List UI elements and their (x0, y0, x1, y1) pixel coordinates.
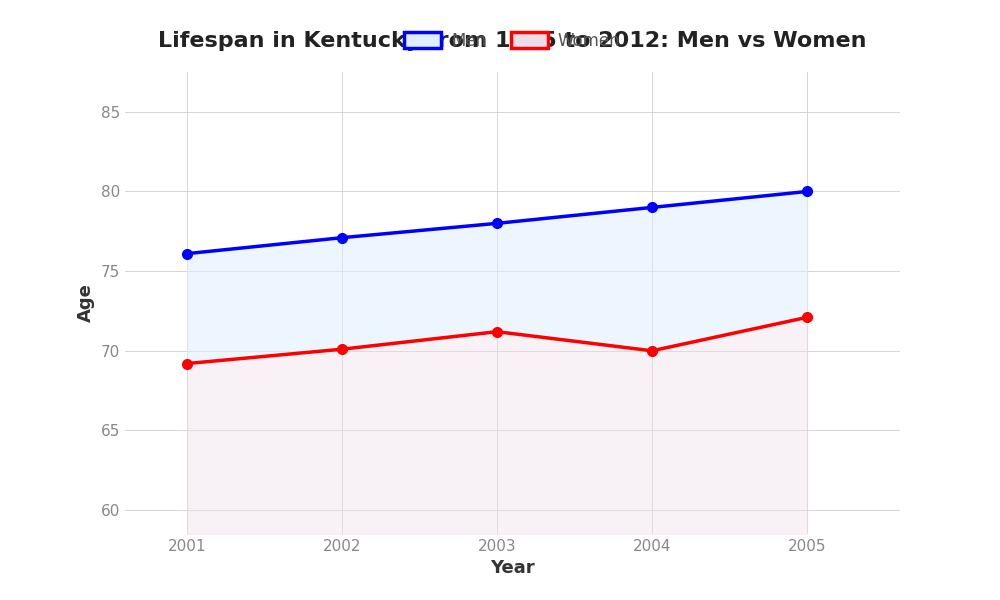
Title: Lifespan in Kentucky from 1985 to 2012: Men vs Women: Lifespan in Kentucky from 1985 to 2012: … (158, 31, 867, 51)
Y-axis label: Age: Age (77, 284, 95, 322)
Legend: Men, Women: Men, Women (398, 25, 627, 56)
X-axis label: Year: Year (490, 559, 535, 577)
